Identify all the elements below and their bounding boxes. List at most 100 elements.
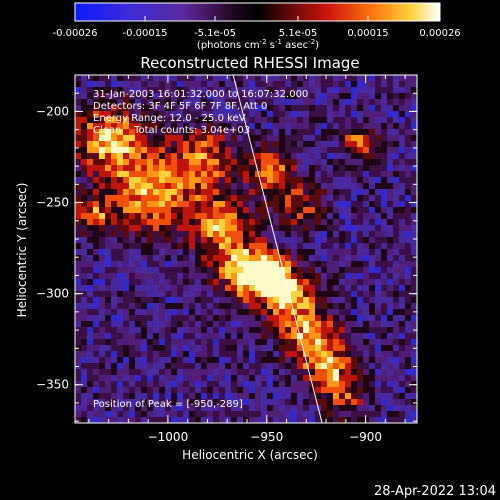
heatmap-cell [219, 267, 225, 273]
heatmap-cell [333, 255, 339, 261]
heatmap-cell [129, 303, 135, 309]
heatmap-cell [309, 303, 315, 309]
heatmap-cell [237, 111, 243, 117]
heatmap-cell [93, 333, 99, 339]
heatmap-cell [183, 147, 189, 153]
heatmap-cell [267, 273, 273, 279]
heatmap-cell [177, 279, 183, 285]
heatmap-cell [99, 255, 105, 261]
heatmap-cell [273, 315, 279, 321]
heatmap-cell [99, 291, 105, 297]
heatmap-cell [159, 405, 165, 411]
heatmap-cell [225, 105, 231, 111]
heatmap-cell [117, 291, 123, 297]
heatmap-cell [363, 153, 369, 159]
heatmap-cell [321, 171, 327, 177]
heatmap-cell [231, 111, 237, 117]
heatmap-cell [309, 87, 315, 93]
heatmap-cell [243, 237, 249, 243]
heatmap-cell [381, 123, 387, 129]
heatmap-cell [399, 297, 405, 303]
heatmap-cell [363, 81, 369, 87]
heatmap-cell [213, 405, 219, 411]
heatmap-cell [393, 321, 399, 327]
heatmap-cell [87, 243, 93, 249]
heatmap-cell [411, 111, 417, 117]
heatmap-cell [165, 327, 171, 333]
heatmap-cell [387, 405, 393, 411]
heatmap-cell [93, 213, 99, 219]
heatmap-cell [81, 237, 87, 243]
heatmap-cell [225, 309, 231, 315]
heatmap-cell [99, 357, 105, 363]
heatmap-cell [351, 141, 357, 147]
heatmap-cell [165, 201, 171, 207]
heatmap-cell [171, 147, 177, 153]
heatmap-cell [201, 177, 207, 183]
heatmap-cell [195, 411, 201, 417]
heatmap-cell [81, 417, 87, 423]
heatmap-cell [183, 81, 189, 87]
heatmap-cell [165, 321, 171, 327]
heatmap-cell [123, 141, 129, 147]
heatmap-cell [273, 297, 279, 303]
heatmap-cell [357, 285, 363, 291]
heatmap-cell [291, 351, 297, 357]
heatmap-cell [201, 297, 207, 303]
heatmap-cell [225, 393, 231, 399]
heatmap-cell [357, 381, 363, 387]
heatmap-cell [393, 141, 399, 147]
heatmap-cell [333, 243, 339, 249]
heatmap-cell [339, 111, 345, 117]
heatmap-cell [363, 333, 369, 339]
heatmap-cell [291, 171, 297, 177]
heatmap-cell [183, 393, 189, 399]
heatmap-cell [399, 327, 405, 333]
heatmap-cell [393, 171, 399, 177]
heatmap-cell [171, 111, 177, 117]
heatmap-cell [303, 315, 309, 321]
heatmap-cell [411, 393, 417, 399]
heatmap-cell [321, 315, 327, 321]
heatmap-cell [255, 123, 261, 129]
heatmap-cell [111, 357, 117, 363]
heatmap-cell [111, 183, 117, 189]
heatmap-cell [231, 147, 237, 153]
heatmap-cell [309, 375, 315, 381]
heatmap-cell [195, 225, 201, 231]
heatmap-cell [291, 195, 297, 201]
heatmap-cell [195, 291, 201, 297]
heatmap-cell [333, 249, 339, 255]
heatmap-cell [249, 243, 255, 249]
heatmap-cell [195, 75, 201, 81]
heatmap-cell [243, 159, 249, 165]
heatmap-cell [123, 153, 129, 159]
heatmap-cell [135, 303, 141, 309]
heatmap-cell [315, 93, 321, 99]
heatmap-cell [381, 141, 387, 147]
heatmap-cell [375, 171, 381, 177]
heatmap-cell [393, 285, 399, 291]
heatmap-cell [399, 111, 405, 117]
heatmap-cell [75, 273, 81, 279]
heatmap-cell [129, 315, 135, 321]
heatmap-cell [387, 297, 393, 303]
heatmap-cell [297, 159, 303, 165]
heatmap-cell [153, 123, 159, 129]
heatmap-cell [303, 87, 309, 93]
heatmap-cell [315, 123, 321, 129]
heatmap-cell [171, 81, 177, 87]
heatmap-cell [141, 291, 147, 297]
heatmap-cell [411, 339, 417, 345]
heatmap-cell [345, 237, 351, 243]
heatmap-cell [279, 291, 285, 297]
heatmap-cell [183, 195, 189, 201]
heatmap-cell [303, 141, 309, 147]
heatmap-cell [357, 207, 363, 213]
heatmap-cell [219, 237, 225, 243]
heatmap-cell [267, 363, 273, 369]
heatmap-cell [351, 225, 357, 231]
heatmap-cell [153, 237, 159, 243]
heatmap-cell [165, 381, 171, 387]
y-tick-label: −300 [36, 287, 69, 301]
